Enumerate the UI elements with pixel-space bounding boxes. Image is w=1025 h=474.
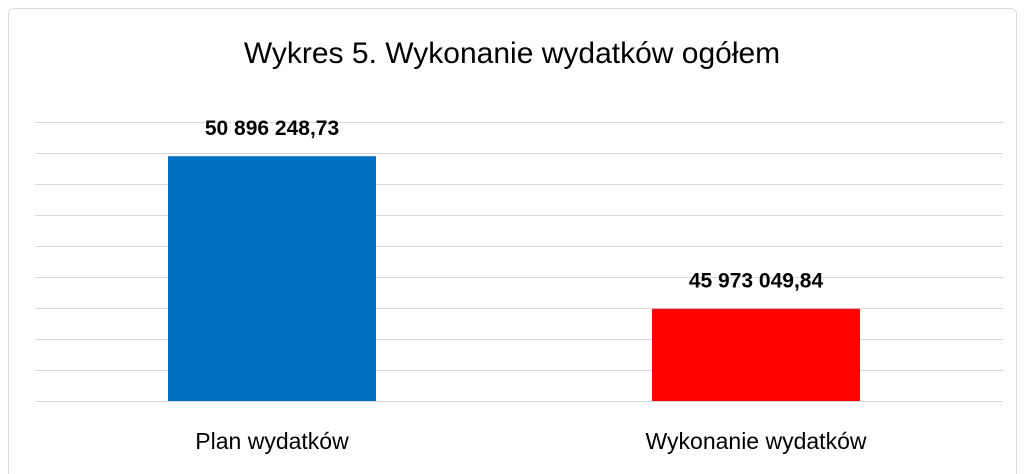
- chart-frame: [8, 8, 1017, 474]
- x-tick-label: Wykonanie wydatków: [646, 428, 867, 454]
- x-tick-label: Plan wydatków: [195, 428, 349, 454]
- bar: [168, 156, 376, 401]
- data-label: 45 973 049,84: [689, 269, 824, 292]
- bar: [652, 308, 860, 401]
- chart-title: Wykres 5. Wykonanie wydatków ogółem: [244, 37, 780, 70]
- data-label: 50 896 248,73: [205, 117, 339, 140]
